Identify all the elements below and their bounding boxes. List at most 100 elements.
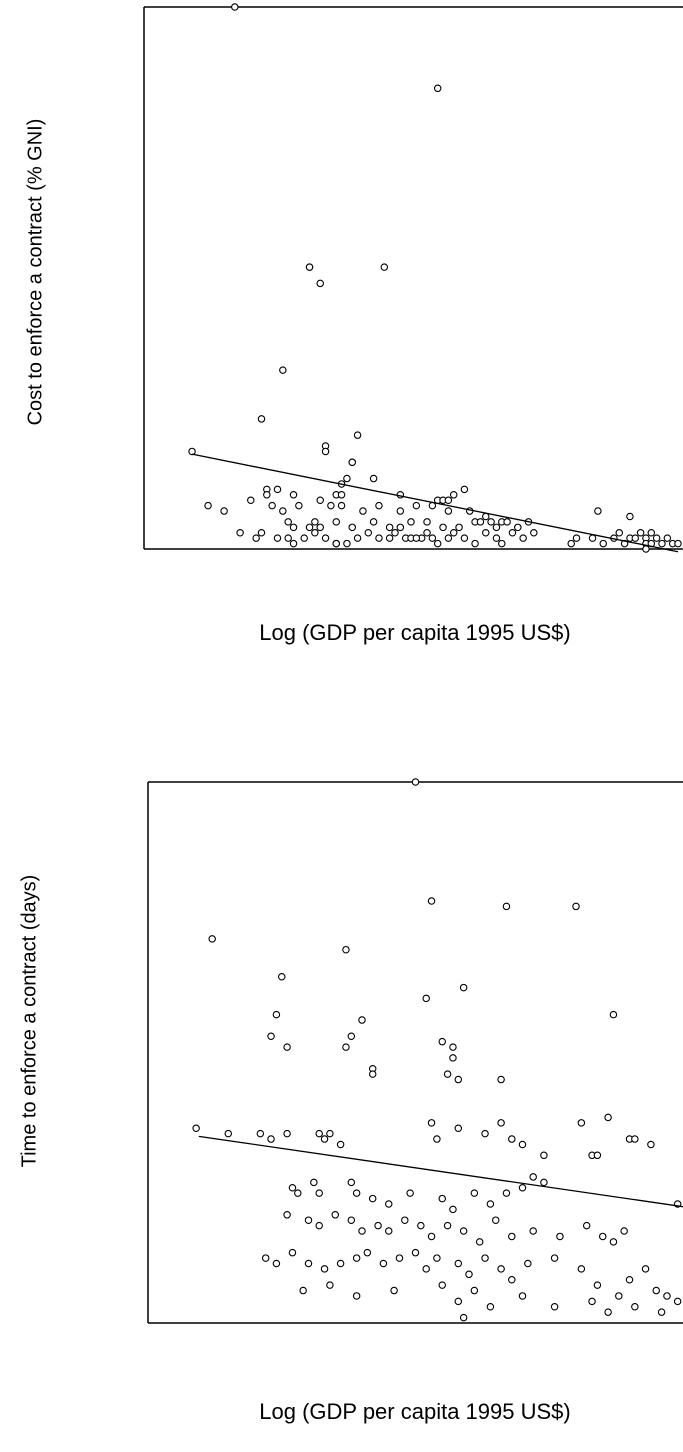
time-point-24 bbox=[192, 1124, 200, 1132]
time-point-76 bbox=[427, 1232, 436, 1241]
time-scatter-plot bbox=[147, 778, 683, 1324]
time-point-60 bbox=[470, 1189, 479, 1197]
time-point-46 bbox=[631, 1135, 639, 1143]
cost-point-53 bbox=[348, 523, 357, 532]
cost-point-14 bbox=[343, 474, 351, 483]
time-point-26 bbox=[256, 1129, 265, 1138]
time-point-56 bbox=[384, 1200, 393, 1208]
cost-point-82 bbox=[385, 534, 394, 542]
time-point-28 bbox=[283, 1129, 291, 1138]
time-point-0 bbox=[411, 778, 420, 786]
time-point-62 bbox=[502, 1189, 511, 1197]
time-point-15 bbox=[342, 1043, 350, 1051]
cost-point-27 bbox=[449, 491, 458, 499]
time-point-99 bbox=[422, 1265, 430, 1273]
time-point-32 bbox=[336, 1140, 345, 1149]
cost-point-83 bbox=[391, 528, 399, 537]
cost-point-111 bbox=[626, 512, 634, 521]
time-point-126 bbox=[588, 1297, 596, 1306]
cost-point-88 bbox=[433, 539, 442, 548]
cost-point-81 bbox=[375, 534, 383, 542]
time-point-22 bbox=[454, 1075, 463, 1084]
time-point-35 bbox=[454, 1124, 463, 1132]
time-x-axis-label: Log (GDP per capita 1995 US$) bbox=[259, 1399, 571, 1424]
time-point-87 bbox=[620, 1227, 628, 1235]
time-point-51 bbox=[310, 1178, 318, 1187]
time-point-90 bbox=[288, 1248, 297, 1257]
cost-point-121 bbox=[663, 534, 672, 542]
time-point-14 bbox=[283, 1043, 291, 1051]
time-point-73 bbox=[384, 1227, 393, 1235]
time-point-93 bbox=[336, 1259, 345, 1268]
time-point-104 bbox=[497, 1265, 505, 1273]
cost-point-69 bbox=[252, 534, 260, 542]
cost-scatter-plot bbox=[143, 3, 683, 553]
time-point-12 bbox=[347, 1032, 356, 1041]
cost-point-41 bbox=[396, 507, 405, 515]
time-point-96 bbox=[379, 1259, 388, 1268]
cost-point-91 bbox=[460, 534, 469, 542]
time-point-79 bbox=[475, 1238, 484, 1246]
time-chart-panel: Time to enforce a contract (days) Log (G… bbox=[0, 726, 683, 1452]
time-point-117 bbox=[326, 1281, 334, 1289]
time-point-64 bbox=[529, 1173, 537, 1181]
cost-point-8 bbox=[353, 431, 362, 439]
time-point-67 bbox=[304, 1216, 313, 1224]
time-point-44 bbox=[604, 1113, 612, 1122]
cost-point-75 bbox=[311, 528, 319, 537]
cost-point-35 bbox=[295, 501, 303, 510]
cost-point-100 bbox=[412, 534, 421, 542]
cost-point-12 bbox=[188, 447, 196, 456]
cost-point-5 bbox=[380, 263, 389, 271]
cost-point-90 bbox=[449, 528, 458, 537]
cost-chart-panel: Cost to enforce a contract (% GNI) Log (… bbox=[25, 3, 683, 645]
time-point-80 bbox=[491, 1216, 500, 1224]
time-point-49 bbox=[288, 1183, 297, 1192]
cost-point-106 bbox=[599, 539, 607, 548]
time-point-74 bbox=[401, 1216, 409, 1224]
time-point-30 bbox=[320, 1135, 329, 1143]
time-point-89 bbox=[272, 1259, 281, 1268]
cost-point-56 bbox=[396, 523, 405, 532]
cost-point-40 bbox=[375, 501, 383, 510]
time-point-81 bbox=[508, 1232, 516, 1241]
cost-point-19 bbox=[273, 485, 282, 494]
cost-point-1 bbox=[433, 84, 442, 93]
cost-point-89 bbox=[444, 534, 453, 542]
time-point-58 bbox=[438, 1194, 446, 1203]
time-point-129 bbox=[657, 1308, 666, 1316]
cost-point-32 bbox=[247, 496, 255, 504]
cost-point-78 bbox=[343, 539, 351, 548]
cost-point-113 bbox=[636, 528, 645, 537]
time-point-21 bbox=[443, 1070, 452, 1078]
cost-point-36 bbox=[316, 496, 324, 504]
time-point-10 bbox=[272, 1010, 281, 1019]
time-point-92 bbox=[320, 1265, 329, 1273]
cost-point-39 bbox=[359, 507, 367, 515]
time-point-59 bbox=[449, 1205, 457, 1214]
time-point-17 bbox=[449, 1043, 457, 1051]
cost-point-73 bbox=[289, 539, 298, 548]
time-point-114 bbox=[663, 1292, 671, 1300]
cost-point-66 bbox=[514, 523, 522, 532]
time-point-50 bbox=[294, 1189, 302, 1197]
cost-point-45 bbox=[482, 512, 490, 521]
cost-point-123 bbox=[674, 539, 682, 548]
time-point-11 bbox=[358, 1016, 366, 1024]
time-point-71 bbox=[358, 1227, 366, 1235]
cost-point-74 bbox=[300, 534, 308, 542]
cost-point-13 bbox=[348, 458, 357, 467]
time-point-75 bbox=[417, 1221, 425, 1230]
cost-point-105 bbox=[594, 507, 602, 515]
cost-point-57 bbox=[407, 518, 415, 526]
time-point-130 bbox=[459, 1313, 468, 1322]
cost-point-112 bbox=[631, 534, 640, 542]
time-point-118 bbox=[352, 1292, 361, 1300]
cost-point-65 bbox=[503, 518, 511, 526]
time-point-106 bbox=[524, 1259, 532, 1268]
time-point-40 bbox=[540, 1151, 548, 1160]
time-point-25 bbox=[224, 1129, 233, 1138]
cost-point-58 bbox=[423, 518, 431, 526]
time-point-84 bbox=[582, 1221, 591, 1230]
cost-point-18 bbox=[263, 491, 271, 499]
